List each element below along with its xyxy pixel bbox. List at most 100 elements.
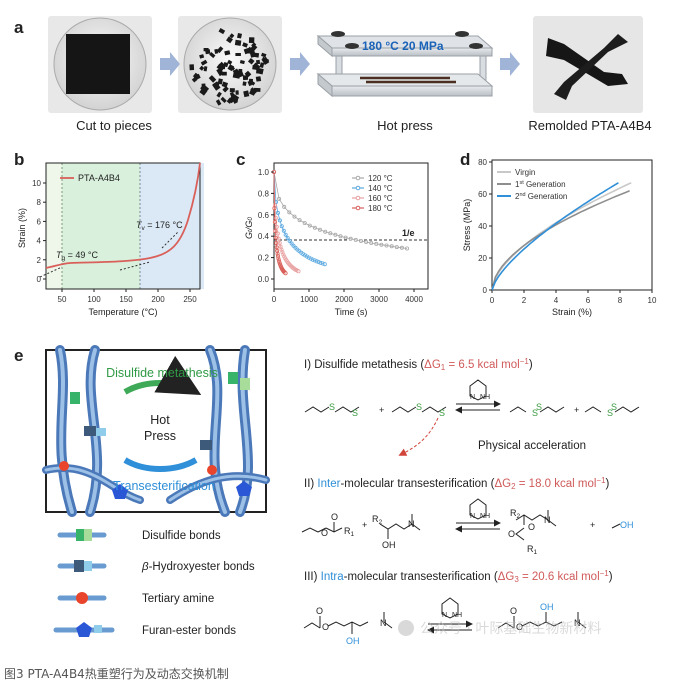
piece	[239, 59, 245, 65]
petri-dish-pieces	[178, 16, 282, 113]
piece	[255, 76, 262, 82]
piece	[208, 75, 217, 83]
relaxation-curve	[273, 171, 299, 272]
piece	[234, 39, 242, 46]
svg-text:O: O	[510, 606, 517, 616]
panel-letter-b: b	[14, 150, 24, 169]
c-y-tick-label: 0.0	[258, 275, 270, 284]
svg-text:+: +	[590, 520, 595, 530]
reaction1-atoms: S S S S S S S S + + N NH	[329, 394, 617, 418]
reaction2-title: II) Inter-molecular transesterification …	[304, 476, 610, 491]
piece	[200, 86, 208, 93]
step-label-hot-press: Hot press	[377, 118, 433, 133]
xlabel-d: Strain (%)	[552, 307, 592, 317]
b-y-tick-label: 10	[32, 179, 41, 188]
piece	[242, 75, 249, 81]
svg-text:S: S	[611, 402, 617, 412]
piece	[216, 91, 222, 98]
d-x-tick-label: 4	[554, 296, 559, 305]
svg-text:OH: OH	[540, 602, 554, 612]
svg-text:N: N	[544, 515, 551, 525]
svg-text:+: +	[362, 520, 367, 530]
svg-text:O: O	[331, 512, 338, 522]
d-y-tick-label: 40	[478, 222, 487, 231]
svg-text:N: N	[470, 394, 475, 401]
arrow-icon	[160, 52, 180, 76]
b-x-tick-label: 250	[183, 295, 197, 304]
press-label: Press	[144, 429, 176, 443]
svg-text:OH: OH	[620, 520, 634, 530]
step-label-remolded: Remolded PTA-A4B4	[528, 118, 651, 133]
svg-text:S: S	[329, 402, 335, 412]
piece	[224, 50, 231, 56]
legend-marker	[355, 205, 361, 211]
piece	[227, 64, 235, 72]
piece	[227, 59, 233, 65]
green-curved-arrow	[123, 355, 202, 395]
c-x-tick-label: 0	[272, 295, 277, 304]
bond-legend: Disulfide bonds β-Hydroxyester bonds Ter…	[53, 529, 255, 637]
piece	[259, 62, 265, 68]
legend-gen2: 2nd Generation	[515, 192, 567, 201]
zone-rubbery	[62, 163, 140, 289]
piece	[193, 73, 201, 81]
physical-acceleration-arrow	[398, 417, 439, 456]
piece	[192, 72, 199, 79]
piece	[189, 64, 195, 71]
piece	[244, 70, 252, 78]
svg-text:N: N	[380, 618, 387, 628]
tv-annotation: Tv = 176 °C	[136, 220, 183, 232]
piece	[209, 52, 216, 59]
blue-curved-arrow	[123, 457, 198, 472]
piece	[229, 33, 235, 39]
svg-text:O: O	[516, 622, 523, 632]
piece	[203, 48, 209, 52]
piece	[218, 28, 226, 35]
svg-text:S: S	[439, 408, 445, 418]
svg-text:N: N	[408, 519, 415, 529]
zone-transition	[140, 163, 204, 289]
piece	[232, 97, 238, 104]
svg-text:N: N	[442, 612, 447, 619]
piece	[212, 81, 221, 91]
d-y-tick-label: 80	[478, 158, 487, 167]
legend-label: 160 °C	[368, 194, 393, 203]
piece	[246, 49, 251, 54]
piece	[249, 88, 257, 96]
svg-text:S: S	[532, 408, 538, 418]
svg-text:S: S	[352, 408, 358, 418]
svg-text:O: O	[316, 606, 323, 616]
transesterification-label: Transesterification	[113, 479, 215, 493]
piece	[216, 46, 224, 54]
figure-caption: 图3 PTA-A4B4热重塑行为及动态交换机制	[4, 667, 229, 681]
piece	[217, 78, 223, 85]
reaction3-atoms: O O OH N N NH O O OH N	[316, 602, 581, 646]
legend-marker	[355, 195, 361, 201]
svg-text:S: S	[607, 408, 613, 418]
physical-acceleration-label: Physical acceleration	[478, 440, 586, 452]
piece	[226, 97, 233, 104]
piece	[200, 59, 208, 66]
panel-letter-d: d	[460, 150, 470, 169]
svg-text:N: N	[574, 618, 581, 628]
piece	[248, 37, 255, 44]
c-x-tick-label: 1000	[300, 295, 318, 304]
b-y-tick-label: 0	[37, 275, 42, 284]
legend-virgin: Virgin	[515, 168, 535, 177]
b-y-tick-label: 2	[37, 256, 42, 265]
piece	[215, 99, 222, 106]
reaction3-scheme	[303, 597, 587, 634]
piece	[243, 90, 250, 98]
piece	[221, 71, 227, 76]
piece	[242, 81, 247, 86]
piece	[256, 59, 261, 65]
piece	[252, 52, 260, 58]
d-x-tick-label: 6	[586, 296, 591, 305]
legend-marker	[355, 175, 361, 181]
b-y-tick-label: 8	[37, 198, 42, 207]
piece	[237, 33, 243, 39]
piece	[220, 96, 227, 104]
piece	[261, 52, 267, 58]
legend-amine: Tertiary amine	[142, 593, 214, 605]
